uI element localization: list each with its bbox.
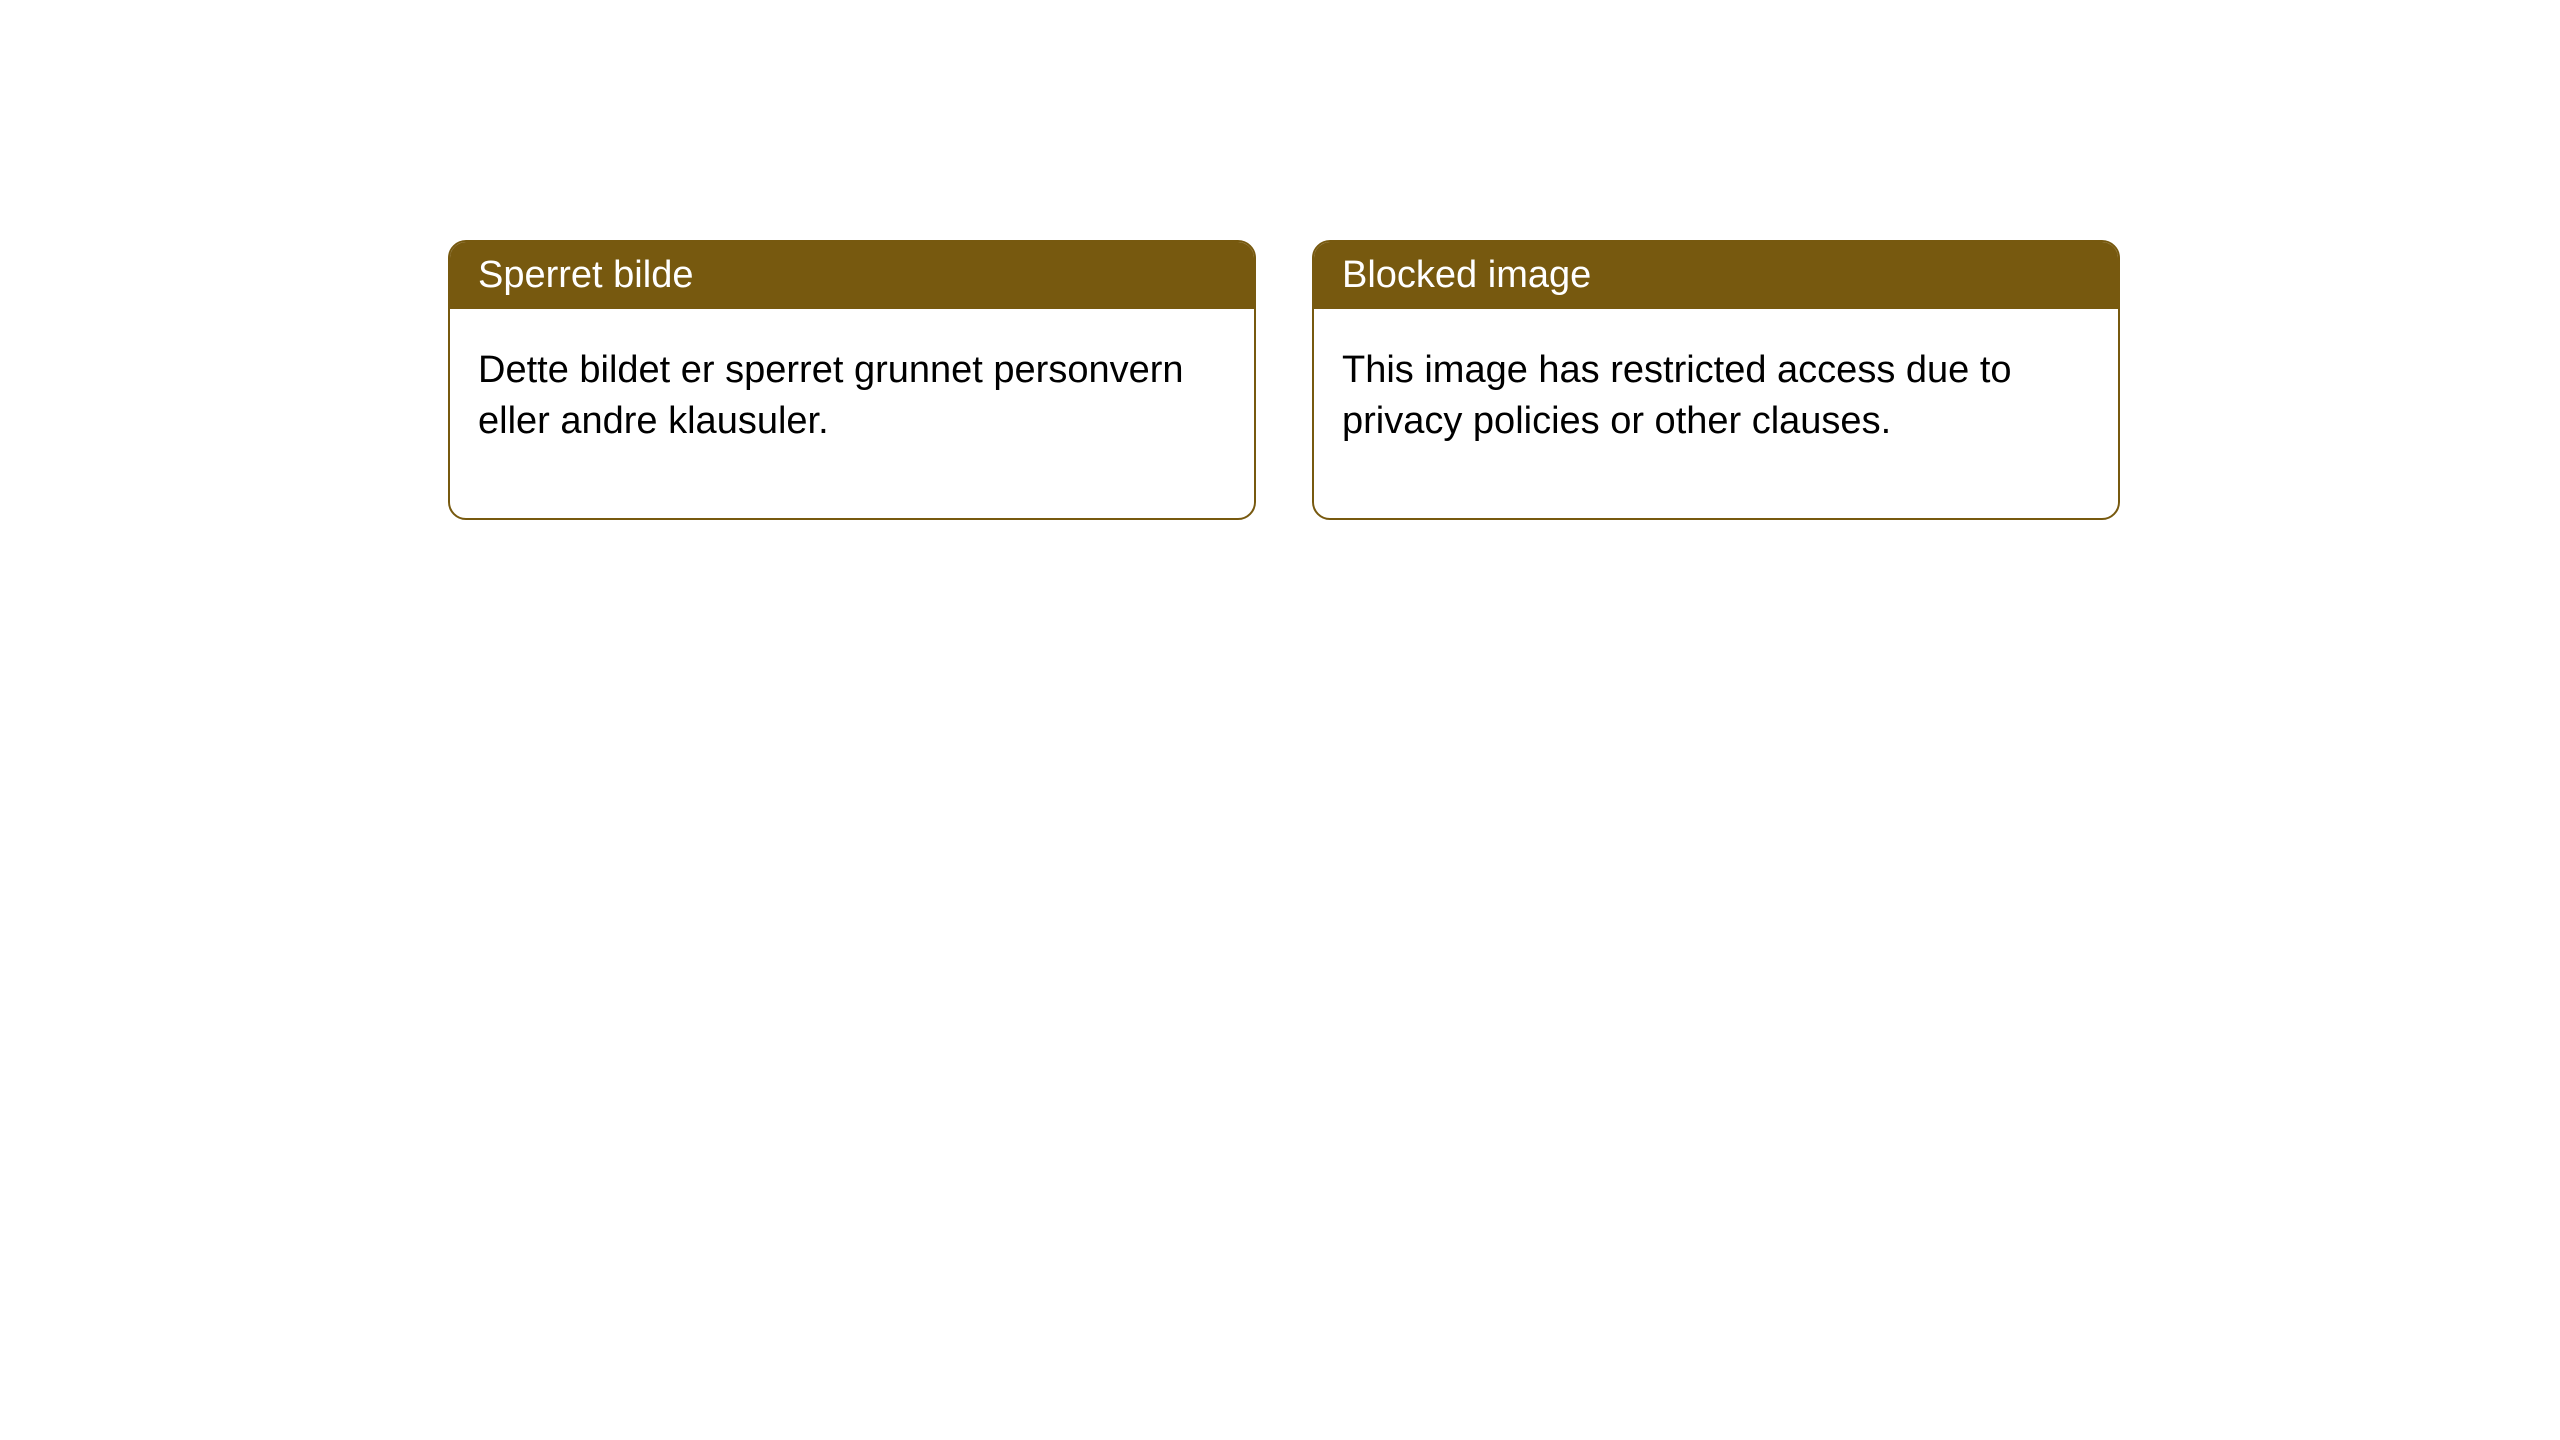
notice-header: Blocked image — [1314, 242, 2118, 309]
notice-title: Blocked image — [1342, 254, 1591, 296]
notice-body-text: Dette bildet er sperret grunnet personve… — [478, 349, 1184, 442]
notice-card-english: Blocked image This image has restricted … — [1312, 240, 2120, 520]
notice-body: Dette bildet er sperret grunnet personve… — [450, 309, 1254, 518]
notice-header: Sperret bilde — [450, 242, 1254, 309]
notice-title: Sperret bilde — [478, 254, 693, 296]
notice-body-text: This image has restricted access due to … — [1342, 349, 2012, 442]
notice-body: This image has restricted access due to … — [1314, 309, 2118, 518]
notice-container: Sperret bilde Dette bildet er sperret gr… — [0, 0, 2560, 520]
notice-card-norwegian: Sperret bilde Dette bildet er sperret gr… — [448, 240, 1256, 520]
